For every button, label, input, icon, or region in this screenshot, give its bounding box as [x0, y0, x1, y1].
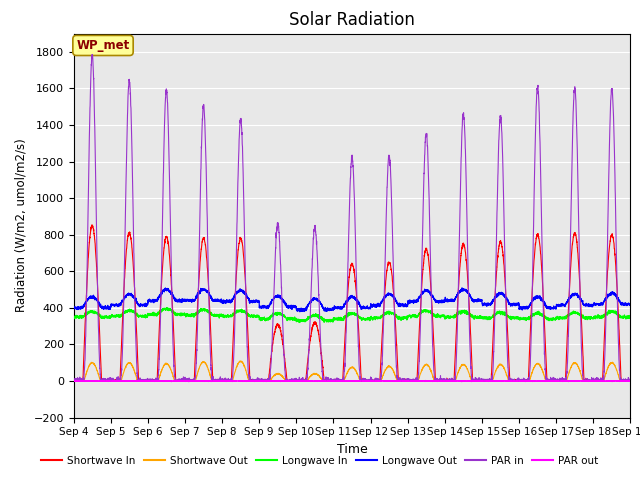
Y-axis label: Radiation (W/m2, umol/m2/s): Radiation (W/m2, umol/m2/s) [15, 139, 28, 312]
Legend: Shortwave In, Shortwave Out, Longwave In, Longwave Out, PAR in, PAR out: Shortwave In, Shortwave Out, Longwave In… [37, 452, 603, 470]
Title: Solar Radiation: Solar Radiation [289, 11, 415, 29]
X-axis label: Time: Time [337, 443, 367, 456]
Text: WP_met: WP_met [76, 39, 130, 52]
